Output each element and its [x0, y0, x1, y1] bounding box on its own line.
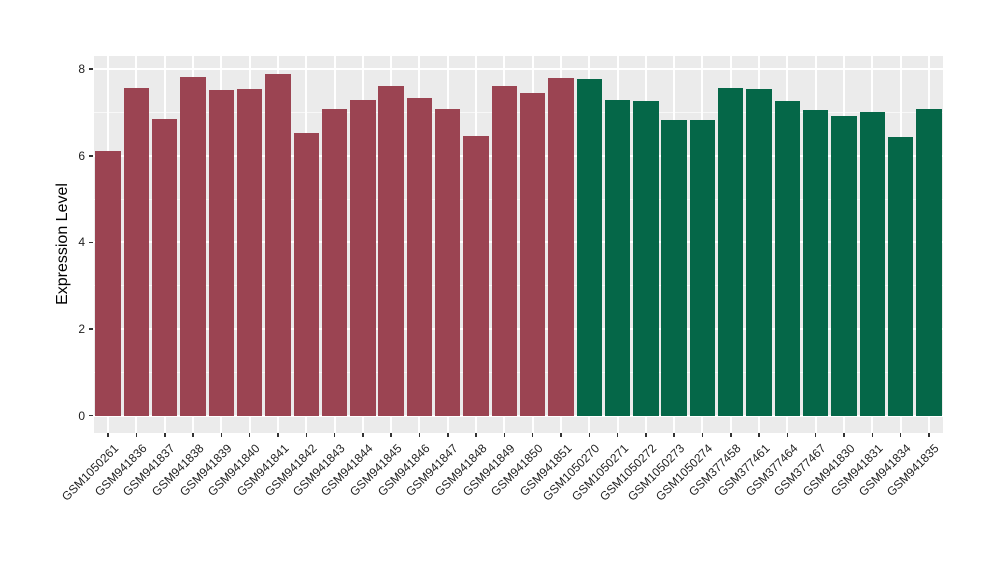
- plot-panel: [94, 56, 943, 433]
- bar: [236, 89, 263, 416]
- gridline-major: [94, 241, 943, 244]
- y-tick-label: 4: [78, 235, 85, 250]
- y-tick-label: 2: [78, 322, 85, 337]
- bar: [350, 100, 376, 416]
- gridline-minor: [94, 371, 943, 373]
- x-tick-mark: [616, 433, 619, 437]
- x-tick-mark: [447, 433, 449, 437]
- x-tick-mark: [588, 433, 590, 437]
- gridline-minor: [94, 198, 943, 200]
- gridline-major: [94, 68, 943, 71]
- bar: [548, 78, 574, 416]
- x-tick-mark: [390, 433, 392, 437]
- bar: [321, 109, 348, 416]
- bar: [916, 108, 942, 416]
- gridline-major: [94, 154, 943, 157]
- bar: [802, 110, 829, 416]
- bar: [661, 119, 687, 416]
- x-tick-mark: [107, 433, 109, 437]
- bar: [435, 109, 461, 416]
- gridline-major: [94, 414, 943, 417]
- gridline-minor: [94, 112, 943, 114]
- x-tick-mark: [248, 433, 251, 437]
- x-tick-mark: [786, 433, 789, 437]
- x-tick-mark: [362, 433, 364, 437]
- x-tick-mark: [333, 433, 336, 437]
- y-tick-mark: [89, 241, 93, 244]
- bar: [689, 120, 716, 416]
- bar: [859, 112, 885, 416]
- gridline-major: [94, 328, 943, 331]
- y-tick-mark: [89, 68, 93, 70]
- bar: [180, 77, 206, 416]
- bar: [208, 90, 235, 416]
- x-tick-mark: [277, 433, 279, 437]
- x-tick-mark: [560, 433, 562, 437]
- y-tick-mark: [89, 328, 93, 330]
- x-tick-mark: [899, 433, 902, 437]
- x-tick-mark: [192, 433, 194, 437]
- x-tick-mark: [164, 433, 166, 437]
- y-tick-label: 6: [78, 148, 85, 163]
- bar: [718, 88, 744, 416]
- x-tick-mark: [843, 433, 845, 437]
- bar: [378, 85, 404, 416]
- y-tick-label: 8: [78, 62, 85, 77]
- bar: [406, 98, 433, 416]
- bar: [633, 100, 659, 416]
- x-tick-mark: [305, 433, 307, 437]
- x-tick-mark: [531, 433, 534, 437]
- gridline-minor: [94, 285, 943, 287]
- x-tick-mark: [871, 433, 873, 437]
- x-tick-mark: [220, 433, 223, 437]
- x-tick-mark: [645, 433, 647, 437]
- bar: [887, 137, 914, 416]
- bar: [152, 119, 178, 416]
- y-tick-mark: [89, 414, 93, 417]
- x-tick-mark: [730, 433, 732, 437]
- bar: [774, 101, 801, 416]
- bar: [491, 85, 518, 416]
- x-tick-mark: [701, 433, 704, 437]
- x-tick-mark: [418, 433, 421, 437]
- y-tick-mark: [89, 155, 93, 157]
- bar: [746, 89, 772, 416]
- bar: [95, 151, 121, 416]
- y-axis-title: Expression Level: [54, 183, 71, 305]
- x-tick-mark: [673, 433, 675, 437]
- bar: [604, 100, 631, 416]
- x-tick-mark: [135, 433, 138, 437]
- bar: [463, 136, 489, 416]
- bar: [123, 88, 150, 416]
- bar: [576, 79, 602, 416]
- bar: [831, 116, 857, 416]
- x-tick-mark: [503, 433, 506, 437]
- bar: [293, 132, 319, 416]
- bar: [519, 93, 546, 416]
- x-tick-mark: [475, 433, 477, 437]
- bar: [265, 73, 291, 416]
- x-tick-mark: [814, 433, 817, 437]
- x-tick-mark: [928, 433, 930, 437]
- x-tick-mark: [758, 433, 760, 437]
- y-tick-label: 0: [78, 408, 85, 423]
